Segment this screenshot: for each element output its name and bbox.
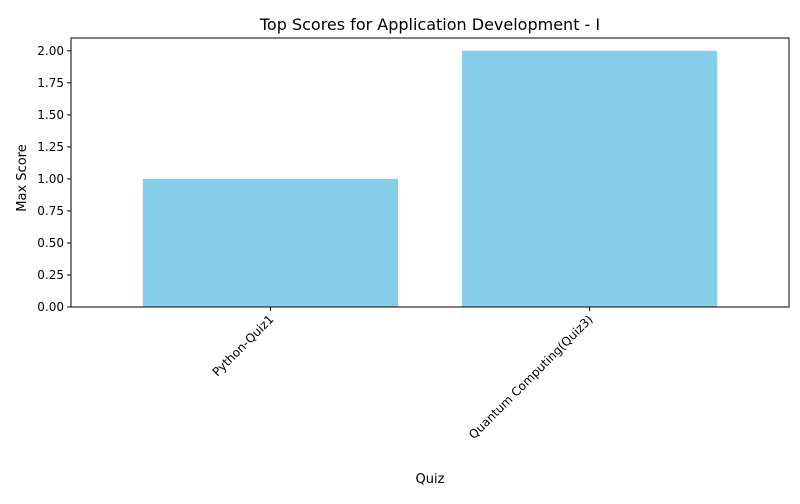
y-axis: 0.00 0.25 0.50 0.75 1.00 1.25 1.50 1.75 2.00 xyxy=(37,44,71,314)
y-tick-label: 0.50 xyxy=(37,236,64,250)
y-tick-label: 0.00 xyxy=(37,300,64,314)
y-tick-label: 1.25 xyxy=(37,140,64,154)
plot-frame xyxy=(70,37,790,308)
bar-2 xyxy=(461,50,718,308)
y-tick-label: 2.00 xyxy=(37,44,64,58)
plot-area xyxy=(70,37,790,308)
x-axis-label: Quiz xyxy=(416,472,445,487)
y-tick-label: 1.50 xyxy=(37,108,64,122)
bar-1 xyxy=(142,178,399,307)
y-tick-label: 1.75 xyxy=(37,76,64,90)
y-tick-label: 1.00 xyxy=(37,172,64,186)
x-axis: Python-Quiz1 Quantum Computing(Quiz3) xyxy=(210,307,596,442)
y-tick-label: 0.75 xyxy=(37,204,64,218)
x-tick-label: Quantum Computing(Quiz3) xyxy=(466,312,596,442)
y-tick-label: 0.25 xyxy=(37,268,64,282)
x-tick-label: Python-Quiz1 xyxy=(210,312,277,379)
y-axis-label: Max Score xyxy=(15,144,30,211)
chart-title: Top Scores for Application Development -… xyxy=(259,15,600,34)
